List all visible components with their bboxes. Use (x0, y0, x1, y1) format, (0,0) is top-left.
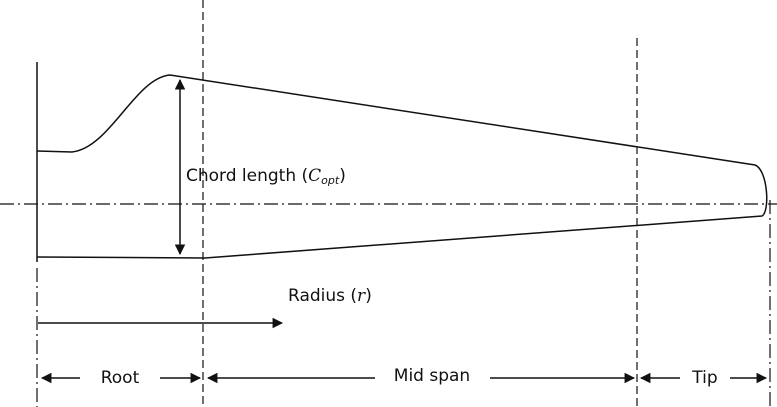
chord-label: Chord length (Copt) (186, 166, 346, 188)
section-label: Tip (691, 368, 717, 388)
section-label: Root (101, 368, 140, 388)
radius-label: Radius (r) (288, 286, 372, 307)
section-label: Mid span (394, 366, 470, 386)
blade-outline (36, 74, 768, 259)
